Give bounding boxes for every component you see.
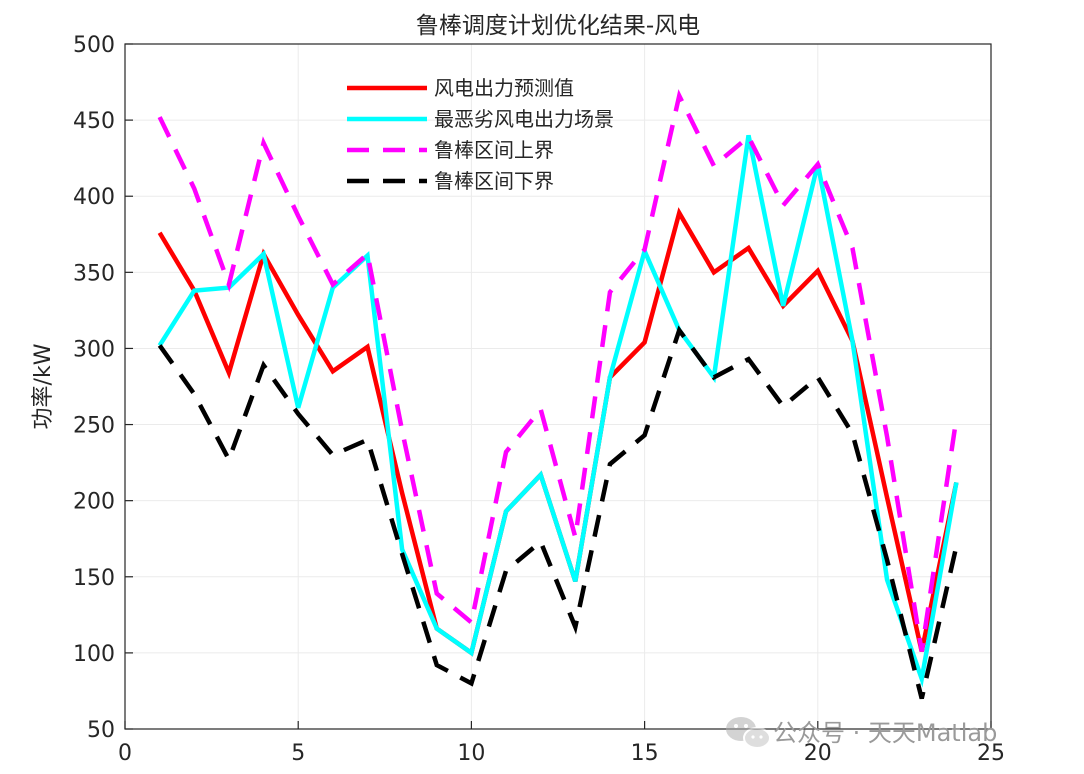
x-tick-label: 25 xyxy=(977,741,1005,766)
chart-title: 鲁棒调度计划优化结果-风电 xyxy=(416,13,700,39)
y-tick-label: 500 xyxy=(73,33,115,58)
watermark: 公众号 · 天天Matlab xyxy=(726,717,997,749)
series-lines xyxy=(157,89,959,700)
ticks: 0 5 10 15 20 25 50 100 150 200 250 300 350 400 450 500 xyxy=(73,33,1005,766)
y-tick-label: 400 xyxy=(73,185,115,210)
y-tick-label: 150 xyxy=(73,566,115,591)
legend-label: 鲁棒区间上界 xyxy=(434,138,554,162)
y-tick-label: 100 xyxy=(73,642,115,667)
y-tick-label: 300 xyxy=(73,337,115,362)
y-tick-label: 50 xyxy=(87,718,115,743)
x-tick-label: 20 xyxy=(804,741,832,766)
y-tick-label: 350 xyxy=(73,261,115,286)
legend-label: 鲁棒区间下界 xyxy=(434,169,554,193)
series-line-2 xyxy=(157,134,959,688)
x-tick-label: 15 xyxy=(631,741,659,766)
watermark-text: 公众号 · 天天Matlab xyxy=(773,719,997,747)
series-line-3 xyxy=(157,89,959,652)
x-tick-label: 10 xyxy=(457,741,485,766)
x-tick-label: 0 xyxy=(118,741,132,766)
wechat-icon xyxy=(726,717,771,749)
y-tick-label: 200 xyxy=(73,490,115,515)
series-line-4 xyxy=(157,325,959,700)
legend-label: 风电出力预测值 xyxy=(434,76,574,100)
y-tick-label: 250 xyxy=(73,414,115,439)
axes-box xyxy=(124,43,992,730)
y-tick-label: 450 xyxy=(73,109,115,134)
legend-label: 最恶劣风电出力场景 xyxy=(434,107,614,131)
y-axis-title: 功率/kW xyxy=(31,343,56,429)
x-tick-label: 5 xyxy=(291,741,305,766)
